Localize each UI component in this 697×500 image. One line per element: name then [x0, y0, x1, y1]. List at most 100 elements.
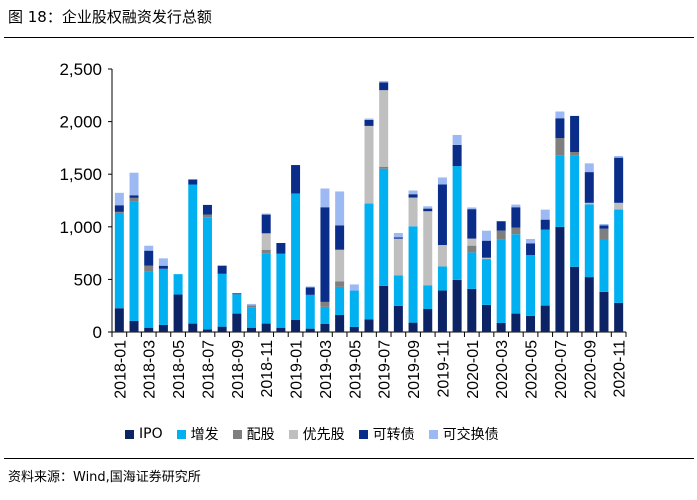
bar-segment-2019-04-0 — [335, 314, 345, 332]
bar-segment-2020-06-0 — [540, 305, 550, 332]
source-note: 资料来源：Wind,国海证券研究所 — [8, 470, 201, 485]
source-divider — [4, 458, 694, 459]
bar-segment-2020-01-1 — [467, 252, 477, 289]
bar-segment-2019-11-1 — [437, 266, 447, 291]
bar-segment-2020-07-1 — [555, 155, 565, 227]
x-tick-label: 2019-05 — [347, 340, 364, 399]
bar-segment-2019-11-3 — [437, 244, 447, 267]
bar-segment-2018-02-5 — [129, 172, 139, 196]
legend-item: 优先股 — [288, 424, 345, 444]
y-tick-label: 0 — [93, 323, 102, 342]
bar-segment-2020-01-4 — [467, 209, 477, 239]
bar-segment-2018-03-4 — [144, 250, 154, 266]
bar-segment-2018-08-5 — [217, 265, 227, 266]
bar-segment-2019-07-5 — [379, 81, 389, 83]
bar-segment-2018-05-1 — [173, 274, 183, 295]
bar-segment-2020-06-1 — [540, 229, 550, 306]
bar-segment-2019-07-1 — [379, 168, 389, 286]
bar-segment-2018-03-5 — [144, 245, 154, 251]
bar-segment-2020-10-4 — [599, 225, 609, 229]
legend-label: 可交换债 — [442, 427, 499, 443]
bar-segment-2018-06-1 — [188, 184, 198, 324]
bar-segment-2018-04-0 — [158, 324, 168, 332]
bar-segment-2019-12-0 — [452, 279, 462, 332]
bar-segment-2019-10-1 — [423, 285, 433, 309]
bar-segment-2020-07-4 — [555, 118, 565, 139]
bar-segment-2019-07-0 — [379, 285, 389, 332]
legend-swatch — [288, 429, 298, 439]
bar-segment-2018-08-1 — [217, 273, 227, 327]
bar-segment-2020-11-1 — [614, 209, 624, 303]
bar-segment-2019-02-0 — [305, 328, 315, 332]
bar-segment-2019-06-4 — [364, 119, 374, 126]
bar-segment-2020-02-5 — [481, 230, 491, 241]
bar-segment-2020-07-0 — [555, 226, 565, 332]
bar-segment-2018-11-2 — [261, 249, 271, 254]
x-tick-label: 2020-05 — [524, 340, 541, 399]
bar-segment-2019-05-0 — [349, 326, 359, 332]
bar-segment-2019-03-0 — [320, 324, 330, 332]
bar-segment-2019-05-1 — [349, 290, 359, 327]
bar-segment-2019-06-3 — [364, 125, 374, 204]
bar-segment-2020-10-2 — [599, 228, 609, 240]
x-tick-label: 2020-07 — [553, 340, 570, 399]
legend-swatch — [125, 429, 134, 439]
bar-segment-2019-07-4 — [379, 82, 389, 91]
bar-segment-2018-06-4 — [188, 179, 198, 185]
bar-segment-2018-08-0 — [217, 326, 227, 332]
bar-segment-2018-06-0 — [188, 323, 198, 332]
bar-segment-2018-01-4 — [114, 205, 124, 212]
bar-segment-2020-03-2 — [496, 230, 506, 240]
legend-label: 增发 — [190, 427, 219, 443]
x-tick-label: 2018-01 — [112, 340, 129, 399]
bar-segment-2018-04-1 — [158, 268, 168, 325]
bar-segment-2020-02-1 — [481, 259, 491, 305]
figure-title: 图 18：企业股权融资发行总额 — [8, 8, 212, 26]
bar-segment-2020-06-4 — [540, 219, 550, 230]
bar-segment-2020-02-0 — [481, 304, 491, 332]
bar-segment-2020-09-1 — [584, 204, 594, 278]
x-tick-label: 2019-09 — [406, 340, 423, 399]
bar-segment-2020-08-1 — [570, 155, 580, 267]
bar-segment-2018-03-0 — [144, 327, 154, 332]
bar-segment-2019-09-5 — [408, 190, 418, 195]
bar-segment-2019-11-0 — [437, 290, 447, 332]
legend-item: IPO — [125, 426, 163, 442]
legend-label: 优先股 — [302, 427, 345, 443]
legend-label: 配股 — [246, 427, 275, 443]
bar-segment-2019-06-1 — [364, 203, 374, 320]
bar-segment-2019-10-0 — [423, 308, 433, 332]
bar-segment-2020-05-1 — [526, 255, 536, 316]
bar-segment-2019-01-1 — [291, 193, 301, 321]
bar-segment-2019-08-4 — [393, 237, 403, 239]
bar-segment-2018-03-1 — [144, 271, 154, 328]
bar-segment-2020-03-4 — [496, 221, 506, 231]
x-tick-label: 2018-07 — [200, 340, 217, 399]
bar-segment-2020-05-4 — [526, 243, 536, 256]
bar-segment-2018-04-4 — [158, 265, 168, 269]
bar-segment-2018-10-0 — [247, 327, 257, 332]
bar-segment-2019-11-5 — [437, 177, 447, 185]
bar-segment-2019-09-4 — [408, 194, 418, 198]
bar-segment-2020-04-5 — [511, 204, 521, 208]
bar-segment-2018-11-3 — [261, 233, 271, 250]
bar-segment-2020-04-2 — [511, 227, 521, 235]
bar-segment-2019-10-3 — [423, 211, 433, 286]
x-tick-label: 2019-03 — [318, 340, 335, 399]
bar-segment-2020-08-4 — [570, 115, 580, 153]
x-tick-label: 2019-11 — [435, 340, 452, 398]
bar-segment-2018-07-0 — [202, 329, 212, 332]
legend-swatch — [358, 429, 368, 439]
bar-segment-2018-10-1 — [247, 307, 257, 328]
bar-segment-2019-09-1 — [408, 226, 418, 323]
bar-segment-2020-01-0 — [467, 288, 477, 332]
bar-segment-2019-11-4 — [437, 184, 447, 245]
y-tick-label: 2,500 — [59, 60, 102, 79]
legend-swatch — [428, 429, 438, 439]
bar-segment-2019-02-4 — [305, 287, 315, 295]
bar-segment-2020-01-3 — [467, 238, 477, 246]
bar-segment-2020-02-3 — [481, 257, 491, 260]
bar-segment-2019-09-3 — [408, 197, 418, 227]
bar-segment-2018-10-5 — [247, 303, 257, 306]
bar-segment-2020-06-5 — [540, 209, 550, 220]
